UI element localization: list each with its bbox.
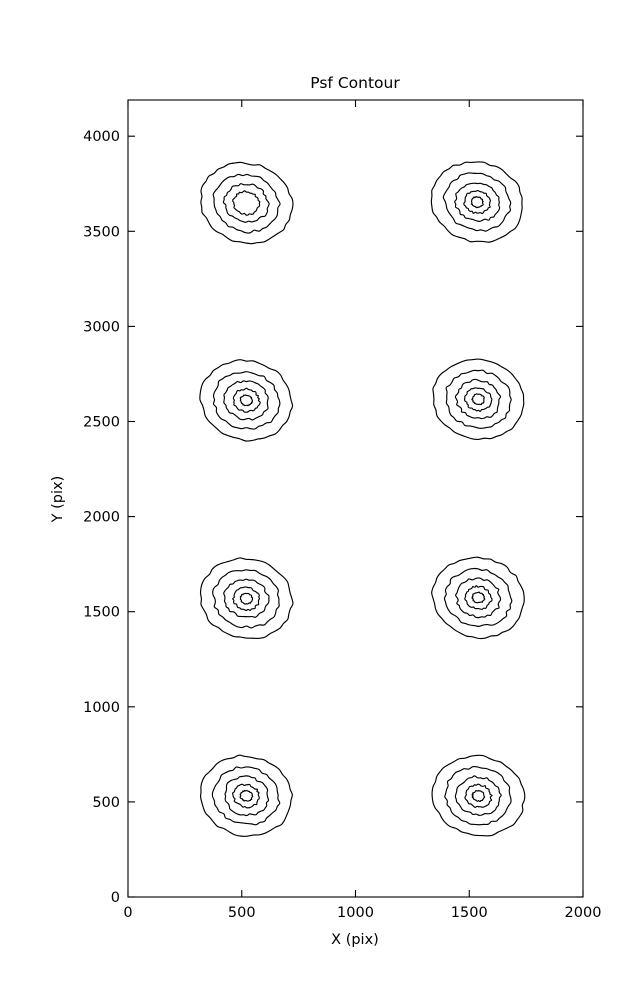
contour-level-5 bbox=[471, 591, 486, 604]
contour-level-4 bbox=[232, 783, 260, 809]
contour-level-1 bbox=[430, 161, 523, 243]
contour-level-3 bbox=[224, 775, 270, 817]
contour-level-3 bbox=[223, 578, 270, 618]
contour-level-1 bbox=[432, 358, 525, 441]
contour-level-1 bbox=[431, 556, 525, 640]
y-tick-label: 2000 bbox=[83, 510, 120, 526]
y-tick-label: 0 bbox=[111, 890, 120, 906]
contour-level-2 bbox=[211, 766, 281, 826]
contour-level-3 bbox=[454, 775, 502, 816]
y-tick-label: 2500 bbox=[83, 415, 120, 431]
contour-level-1 bbox=[431, 754, 526, 837]
contour-level-5 bbox=[471, 393, 485, 406]
x-tick-label: 1500 bbox=[451, 905, 488, 921]
y-axis-label: Y (pix) bbox=[50, 476, 66, 524]
page-title: Psf Contour bbox=[310, 74, 400, 92]
x-tick-label: 1000 bbox=[337, 905, 374, 921]
psf-contour-star-6 bbox=[431, 556, 525, 640]
contour-level-3 bbox=[454, 182, 501, 222]
psf-contour-star-5 bbox=[199, 557, 294, 640]
y-tick-label: 4000 bbox=[83, 129, 120, 145]
contour-level-1 bbox=[200, 754, 293, 837]
contour-level-1 bbox=[200, 161, 294, 245]
contour-level-4 bbox=[232, 190, 261, 216]
contour-level-5 bbox=[471, 789, 486, 803]
contour-level-2 bbox=[212, 569, 280, 629]
contour-level-2 bbox=[444, 765, 512, 826]
contour-level-4 bbox=[463, 387, 493, 412]
y-tick-labels: 0 500 1000 1500 2000 2500 3000 3500 4000 bbox=[83, 129, 120, 906]
plot-frame bbox=[127, 99, 584, 898]
psf-contour-star-7 bbox=[200, 754, 293, 837]
psf-contour-star-4 bbox=[432, 358, 525, 441]
psf-contour-star-1 bbox=[200, 161, 294, 245]
contour-level-1 bbox=[199, 359, 294, 442]
contour-level-4 bbox=[464, 585, 493, 610]
contour-level-5 bbox=[239, 394, 253, 407]
contour-level-4 bbox=[463, 189, 492, 215]
contour-level-3 bbox=[454, 378, 502, 420]
contour-level-4 bbox=[232, 387, 261, 413]
x-tick-label: 500 bbox=[228, 905, 256, 921]
y-tick-label: 3000 bbox=[83, 319, 120, 335]
y-tick-label: 1000 bbox=[83, 700, 120, 716]
contour-level-5 bbox=[470, 196, 484, 209]
contour-level-1 bbox=[199, 557, 294, 640]
psf-contour-star-2 bbox=[430, 161, 523, 243]
x-tick-marks bbox=[127, 100, 584, 897]
psf-contour-star-3 bbox=[199, 359, 294, 442]
contour-level-3 bbox=[222, 183, 270, 223]
y-tick-label: 1500 bbox=[83, 605, 120, 621]
x-tick-labels: 0 500 1000 1500 2000 bbox=[123, 905, 601, 921]
contour-level-2 bbox=[212, 173, 281, 234]
contour-level-4 bbox=[464, 783, 493, 808]
contour-level-2 bbox=[442, 172, 512, 232]
contour-level-2 bbox=[445, 369, 512, 429]
y-tick-label: 3500 bbox=[83, 224, 120, 240]
contour-level-3 bbox=[223, 380, 269, 421]
contour-level-2 bbox=[212, 371, 281, 430]
y-tick-marks bbox=[128, 135, 583, 898]
contour-level-4 bbox=[232, 586, 261, 612]
contour-level-3 bbox=[455, 577, 502, 619]
contour-level-5 bbox=[239, 789, 254, 802]
y-tick-label: 500 bbox=[92, 795, 120, 811]
contour-level-5 bbox=[239, 592, 254, 605]
contour-level-2 bbox=[443, 567, 513, 627]
x-tick-label: 2000 bbox=[565, 905, 602, 921]
x-axis-label: X (pix) bbox=[331, 932, 379, 948]
x-tick-label: 0 bbox=[123, 905, 132, 921]
contour-layer bbox=[199, 161, 526, 837]
psf-contour-star-8 bbox=[431, 754, 526, 837]
